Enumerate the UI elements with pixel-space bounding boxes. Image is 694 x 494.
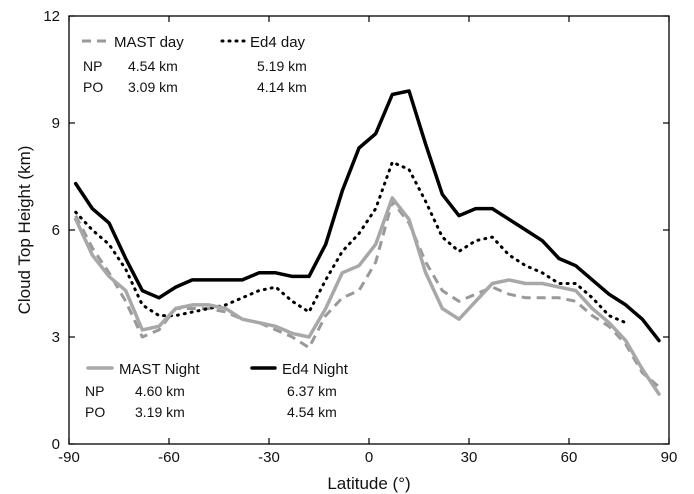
x-tick-label: 60 — [561, 449, 578, 466]
y-tick-label: 3 — [52, 329, 60, 346]
y-tick-label: 0 — [52, 436, 60, 453]
y-tick-label: 9 — [52, 115, 60, 132]
stat-value: 4.14 km — [257, 79, 307, 95]
legend-label-mast-night: MAST Night — [119, 361, 200, 378]
legend-label-ed4-night: Ed4 Night — [282, 361, 349, 378]
x-tick-label: -60 — [158, 449, 180, 466]
stat-region-label: NP — [85, 383, 104, 399]
y-tick-label: 12 — [43, 8, 60, 25]
x-tick-label: 0 — [365, 449, 373, 466]
series-line-ed4-night — [73, 89, 661, 343]
x-tick-label: 90 — [661, 449, 678, 466]
y-tick-label: 6 — [52, 222, 60, 239]
stat-value: 3.19 km — [135, 404, 185, 420]
stat-value: 4.54 km — [287, 404, 337, 420]
stat-value: 3.09 km — [128, 79, 178, 95]
series-layer — [73, 89, 661, 396]
stat-region-label: PO — [85, 404, 105, 420]
x-axis-title: Latitude (°) — [327, 474, 410, 493]
series-line-mast-day — [74, 200, 660, 389]
stat-value: 4.60 km — [135, 383, 185, 399]
y-axis-title: Cloud Top Height (km) — [15, 146, 34, 315]
legend-label-ed4-day: Ed4 day — [250, 34, 306, 51]
x-tick-label: -30 — [258, 449, 280, 466]
series-line-mast-night — [73, 196, 661, 396]
x-tick-label: -90 — [58, 449, 80, 466]
stat-value: 5.19 km — [257, 58, 307, 74]
x-tick-label: 30 — [461, 449, 478, 466]
stat-region-label: PO — [83, 79, 103, 95]
stat-value: 6.37 km — [287, 383, 337, 399]
stat-region-label: NP — [83, 58, 102, 74]
axes: -90 -60 -30 0 30 60 90 0 3 6 9 12 Latitude (°) Cloud … — [15, 8, 677, 493]
stat-value: 4.54 km — [128, 58, 178, 74]
legend-label-mast-day: MAST day — [114, 34, 184, 51]
legends: MAST day Ed4 day NP 4.54 km 5.19 km PO 3.09 km… — [82, 34, 349, 420]
series-line-ed4-day — [74, 160, 628, 325]
